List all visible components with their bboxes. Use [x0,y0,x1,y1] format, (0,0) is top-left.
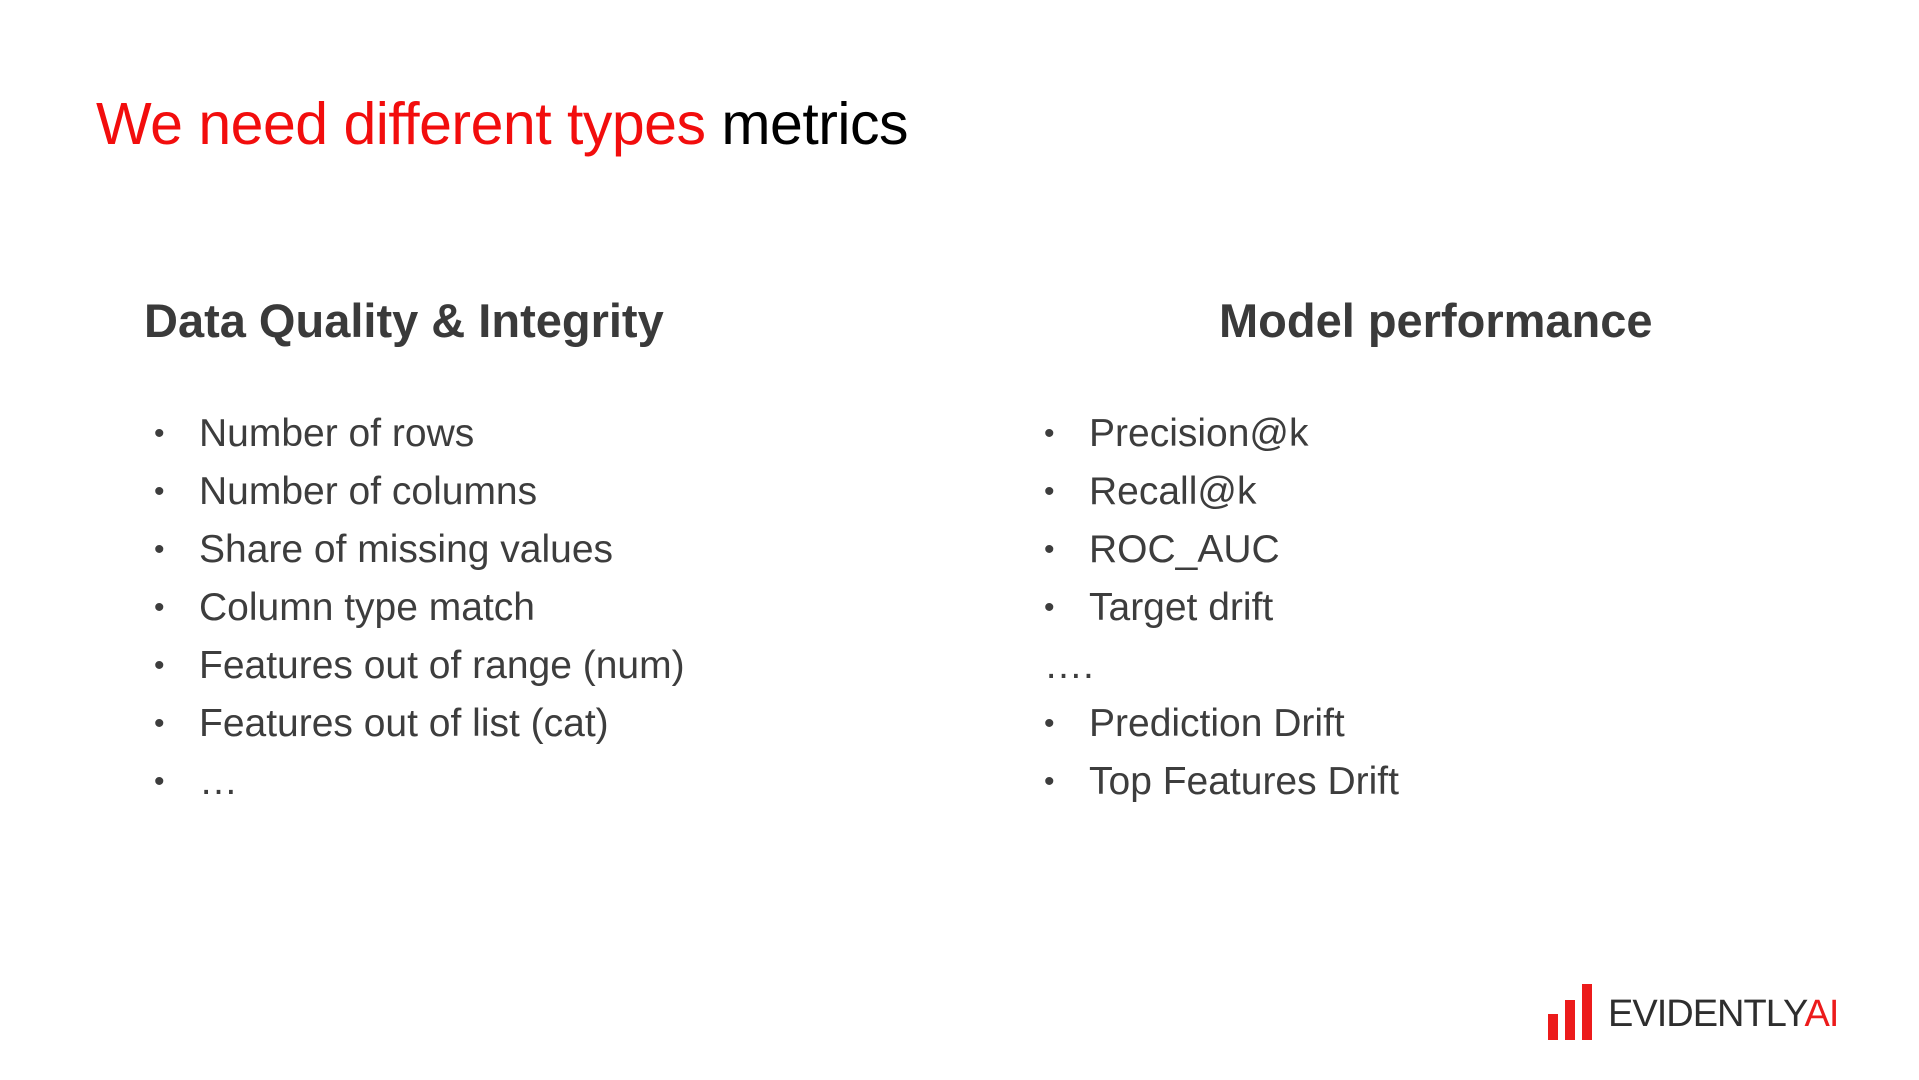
list-item-text: … [199,760,238,803]
evidently-logo: EVIDENTLYAI [1548,984,1840,1040]
list-item-text: Top Features Drift [1089,760,1399,803]
bullet-icon: • [1044,533,1055,566]
list-item-text: Features out of range (num) [199,644,685,687]
list-item-text: Number of rows [199,412,475,455]
bullet-icon: • [154,707,165,740]
bullet-icon: • [1044,417,1055,450]
list-item-text: Features out of list (cat) [199,702,609,745]
data-quality-heading: Data Quality & Integrity [144,294,664,347]
bullet-icon: • [154,475,165,508]
bar-chart-logo-icon [1548,984,1592,1040]
list-item-text: Recall@k [1089,470,1257,513]
bullet-icon: • [154,591,165,624]
bullet-icon: • [1044,475,1055,508]
slide-title: We need different types metrics [96,88,909,160]
list-item-text: Number of columns [199,470,538,513]
logo-wordmark: EVIDENTLYAI [1608,992,1840,1036]
title-black-part: metrics [721,91,909,157]
bullet-icon: • [1044,765,1055,798]
model-performance-heading: Model performance [1219,294,1653,347]
list-item-text: Precision@k [1089,412,1309,455]
bullet-icon: • [1044,707,1055,740]
bullet-icon: • [154,649,165,682]
logo-name: EVIDENTLY [1608,993,1806,1035]
bullet-icon: • [154,417,165,450]
logo-suffix: AI [1804,993,1840,1035]
title-red-part: We need different types [96,91,706,157]
list-item-text: Target drift [1089,586,1274,629]
bullet-icon: • [154,765,165,798]
bullet-icon: • [154,533,165,566]
list-item-text: …. [1044,644,1094,687]
list-item-text: Prediction Drift [1089,702,1345,745]
bullet-icon: • [1044,591,1055,624]
list-item-text: Column type match [199,586,535,629]
list-item-text: ROC_AUC [1089,528,1280,571]
list-item-text: Share of missing values [199,528,614,571]
